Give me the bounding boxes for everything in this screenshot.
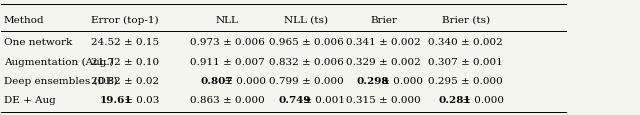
- Text: 0.340 ± 0.002: 0.340 ± 0.002: [428, 38, 503, 47]
- Text: 0.832 ± 0.006: 0.832 ± 0.006: [269, 57, 343, 66]
- Text: 0.341 ± 0.002: 0.341 ± 0.002: [346, 38, 421, 47]
- Text: ± 0.000: ± 0.000: [460, 96, 504, 105]
- Text: 21.72 ± 0.10: 21.72 ± 0.10: [91, 57, 159, 66]
- Text: 0.965 ± 0.006: 0.965 ± 0.006: [269, 38, 343, 47]
- Text: Brier: Brier: [371, 16, 397, 24]
- Text: 0.329 ± 0.002: 0.329 ± 0.002: [346, 57, 421, 66]
- Text: 0.799 ± 0.000: 0.799 ± 0.000: [269, 76, 343, 85]
- Text: NLL: NLL: [216, 16, 239, 24]
- Text: ± 0.03: ± 0.03: [121, 96, 159, 105]
- Text: 0.295 ± 0.000: 0.295 ± 0.000: [428, 76, 503, 85]
- Text: 24.52 ± 0.15: 24.52 ± 0.15: [91, 38, 159, 47]
- Text: Method: Method: [4, 16, 45, 24]
- Text: 0.307 ± 0.001: 0.307 ± 0.001: [428, 57, 503, 66]
- Text: 19.61: 19.61: [100, 96, 132, 105]
- Text: Augmentation (Aug.): Augmentation (Aug.): [4, 57, 114, 66]
- Text: Deep ensembles (DE): Deep ensembles (DE): [4, 76, 117, 85]
- Text: 0.315 ± 0.000: 0.315 ± 0.000: [346, 96, 421, 105]
- Text: ± 0.000: ± 0.000: [221, 76, 266, 85]
- Text: 0.298: 0.298: [356, 76, 389, 85]
- Text: 0.863 ± 0.000: 0.863 ± 0.000: [190, 96, 265, 105]
- Text: NLL (ts): NLL (ts): [284, 16, 328, 24]
- Text: 0.749: 0.749: [278, 96, 311, 105]
- Text: 0.807: 0.807: [200, 76, 233, 85]
- Text: 0.973 ± 0.006: 0.973 ± 0.006: [190, 38, 265, 47]
- Text: 20.82 ± 0.02: 20.82 ± 0.02: [91, 76, 159, 85]
- Text: ± 0.000: ± 0.000: [378, 76, 422, 85]
- Text: One network: One network: [4, 38, 72, 47]
- Text: 0.911 ± 0.007: 0.911 ± 0.007: [190, 57, 265, 66]
- Text: ± 0.001: ± 0.001: [300, 96, 345, 105]
- Text: DE + Aug: DE + Aug: [4, 96, 56, 105]
- Text: 0.281: 0.281: [438, 96, 471, 105]
- Text: Brier (ts): Brier (ts): [442, 16, 490, 24]
- Text: Error (top-1): Error (top-1): [92, 16, 159, 24]
